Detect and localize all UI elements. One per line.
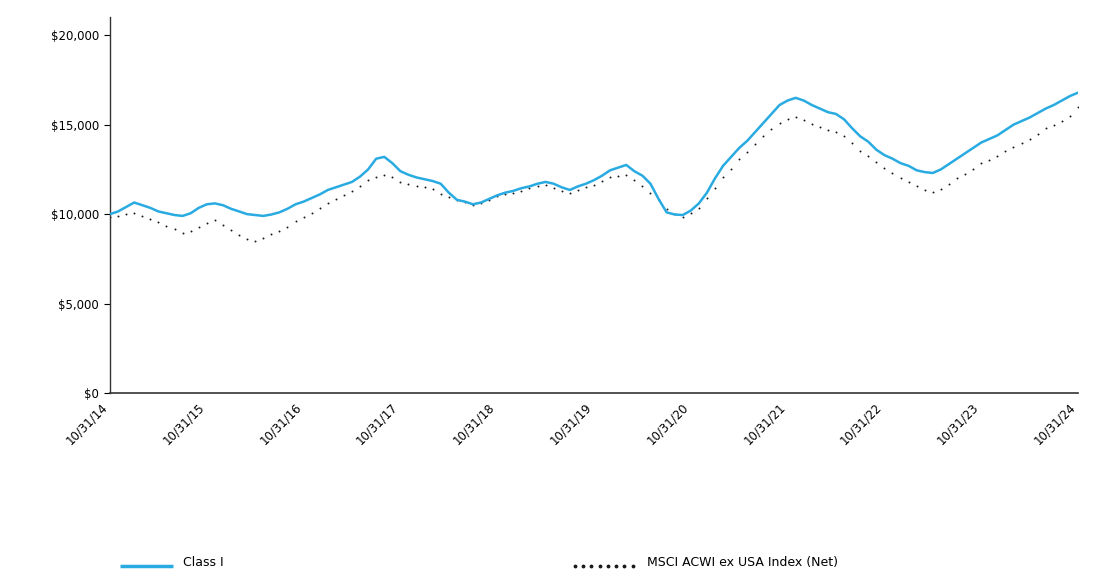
Text: MSCI ACWI ex USA Index (Net): MSCI ACWI ex USA Index (Net) <box>647 555 838 569</box>
Text: Class I: Class I <box>183 555 223 569</box>
